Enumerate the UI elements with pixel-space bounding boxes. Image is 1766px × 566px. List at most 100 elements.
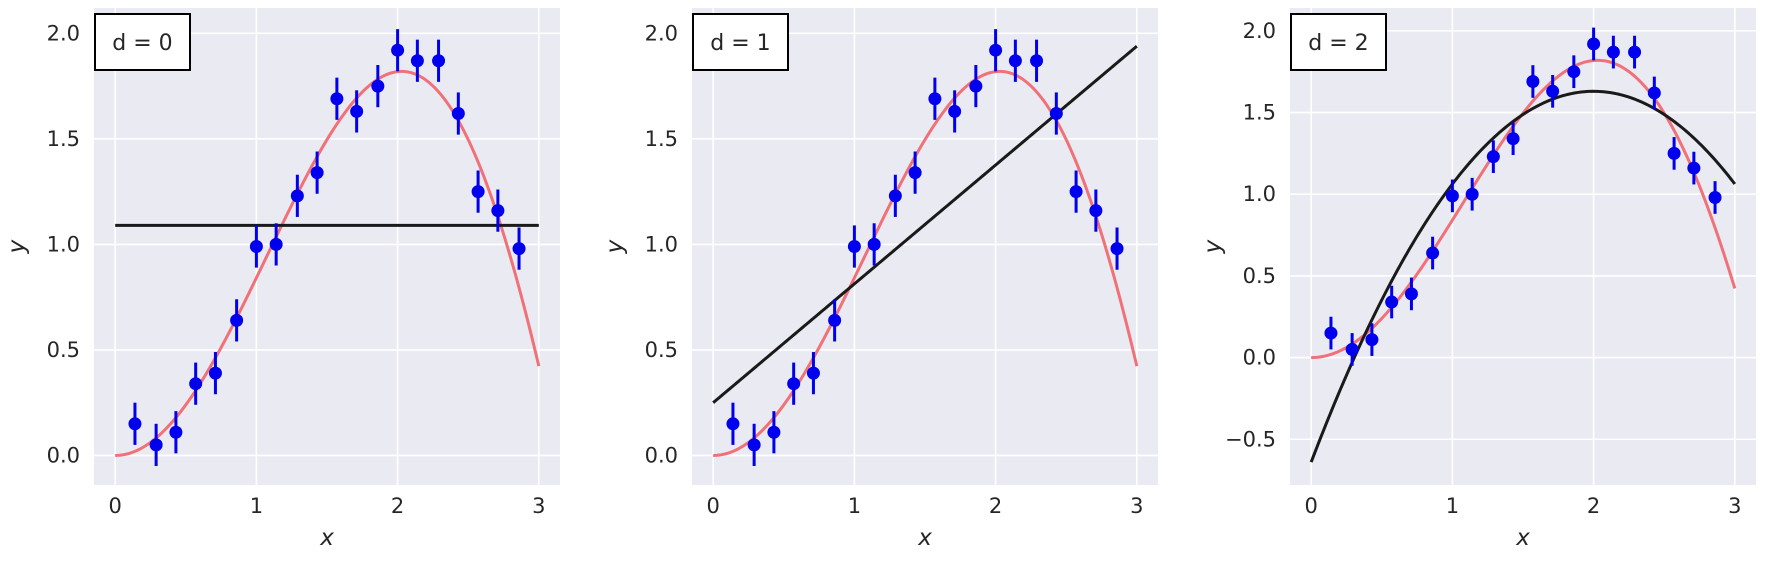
data-point <box>1506 132 1520 146</box>
data-point <box>391 43 405 57</box>
x-tick-label: 3 <box>1130 494 1143 518</box>
data-point <box>1465 187 1479 201</box>
y-tick-label: 0.0 <box>645 443 678 467</box>
fit-line <box>1309 89 1737 463</box>
legend-box: d = 2 <box>1290 13 1387 71</box>
data-point <box>1089 204 1103 218</box>
legend-frame <box>94 13 191 71</box>
data-point <box>928 92 942 106</box>
data-point <box>230 313 244 327</box>
x-tick-label: 2 <box>989 494 1002 518</box>
data-point <box>1324 326 1338 340</box>
data-point <box>1606 45 1620 59</box>
x-tick-label: 3 <box>532 494 545 518</box>
data-point <box>208 366 222 380</box>
data-point <box>189 377 203 391</box>
data-point <box>726 417 740 431</box>
data-point <box>1708 190 1722 204</box>
data-point <box>290 189 304 203</box>
x-axis-label: x <box>1515 525 1530 551</box>
y-tick-label: 1.0 <box>1243 182 1276 206</box>
data-point <box>149 438 163 452</box>
true-curve-line <box>115 69 541 457</box>
x-tick-label: 1 <box>250 494 263 518</box>
data-point <box>410 54 424 68</box>
x-axis-label: x <box>319 525 334 551</box>
data-point <box>491 204 505 218</box>
legend-label: d = 0 <box>112 31 172 56</box>
data-point <box>867 237 881 251</box>
data-point <box>908 166 922 180</box>
y-tick-label: 1.5 <box>645 127 678 151</box>
fit-line <box>712 45 1138 404</box>
data-point <box>371 79 385 93</box>
legend-label: d = 2 <box>1308 31 1368 56</box>
x-tick-label: 1 <box>1446 494 1459 518</box>
data-point <box>471 185 485 199</box>
legend-box: d = 1 <box>692 13 789 71</box>
x-tick-label: 3 <box>1728 494 1741 518</box>
y-tick-label: 0.0 <box>1243 346 1276 370</box>
y-axis-label: y <box>1200 239 1226 254</box>
y-tick-label: 0.5 <box>645 338 678 362</box>
chart-panel-2: 0 1 2 3 −0.5 0.0 0.5 1.0 1.5 2.0 x y d = 2 <box>1200 8 1756 551</box>
data-point <box>1486 150 1500 164</box>
chart-panel-1: 0 1 2 3 0.0 0.5 1.0 1.5 2.0 x y d = 1 <box>602 8 1158 551</box>
plot-area <box>94 8 560 485</box>
y-tick-label: 1.5 <box>47 127 80 151</box>
x-tick-label: 2 <box>391 494 404 518</box>
data-point <box>269 237 283 251</box>
x-tick-label: 2 <box>1587 494 1600 518</box>
data-point <box>1069 185 1083 199</box>
y-axis-label: y <box>4 239 30 254</box>
data-point <box>847 240 861 253</box>
y-tick-label: 2.0 <box>47 21 80 45</box>
data-point <box>249 240 263 253</box>
data-point <box>1365 333 1379 347</box>
data-point <box>1385 295 1399 309</box>
data-point <box>169 425 183 439</box>
data-point <box>1687 161 1701 175</box>
data-point <box>512 242 526 256</box>
y-axis-label: y <box>602 239 628 254</box>
x-tick-label: 0 <box>706 494 719 518</box>
data-point <box>1587 37 1601 51</box>
y-tick-label: −0.5 <box>1225 427 1276 451</box>
data-point <box>969 79 983 93</box>
data-point <box>350 104 364 118</box>
y-tick-label: 2.0 <box>645 21 678 45</box>
legend-frame <box>1290 13 1387 71</box>
data-point <box>330 92 344 106</box>
data-point <box>1567 65 1581 79</box>
y-tick-label: 0.0 <box>47 443 80 467</box>
data-point <box>1345 342 1359 356</box>
data-point <box>828 313 842 327</box>
data-point <box>948 104 962 118</box>
data-point <box>1426 246 1440 260</box>
legend-frame <box>692 13 789 71</box>
data-point <box>1445 189 1459 203</box>
true-curve-line <box>713 69 1139 457</box>
data-point <box>767 425 781 439</box>
x-tick-label: 0 <box>108 494 121 518</box>
data-point <box>747 438 761 452</box>
x-tick-label: 1 <box>848 494 861 518</box>
data-point <box>1526 75 1540 89</box>
data-point <box>1110 242 1124 256</box>
data-point <box>1546 84 1560 98</box>
data-point <box>1030 54 1044 68</box>
data-point <box>888 189 902 203</box>
y-tick-label: 2.0 <box>1243 19 1276 43</box>
x-tick-label: 0 <box>1304 494 1317 518</box>
data-point <box>1647 86 1661 100</box>
plot-area <box>692 8 1158 485</box>
legend-label: d = 1 <box>710 31 770 56</box>
y-tick-label: 0.5 <box>47 338 80 362</box>
y-tick-label: 1.5 <box>1243 101 1276 125</box>
y-tick-label: 1.0 <box>645 232 678 256</box>
plot-area <box>1290 8 1756 485</box>
data-point <box>1667 146 1681 160</box>
data-point <box>128 417 142 431</box>
y-tick-label: 1.0 <box>47 232 80 256</box>
